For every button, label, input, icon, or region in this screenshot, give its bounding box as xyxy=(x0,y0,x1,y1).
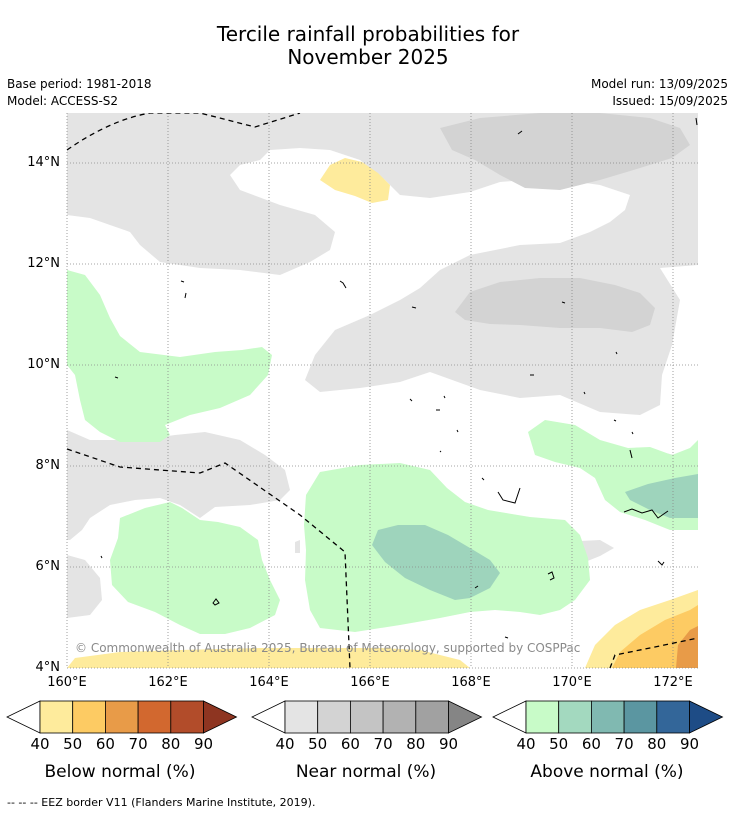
probability-fields xyxy=(67,113,698,668)
near-normal-darker-north xyxy=(440,113,690,190)
colorbar-segment xyxy=(623,700,658,734)
near-normal-region-north xyxy=(67,113,698,415)
lat-label-12n: 12°N xyxy=(27,256,60,271)
colorbar-title-near-normal: Near normal (%) xyxy=(295,762,437,782)
colorbar-tick-label: 60 xyxy=(581,735,601,753)
eez-footnote: -- -- -- EEZ border V11 (Flanders Marine… xyxy=(7,796,316,809)
below-normal-darker-southeast xyxy=(612,605,698,668)
colorbar-near-normal xyxy=(251,700,483,734)
island-outlines xyxy=(100,117,698,639)
above-normal-region-southwest xyxy=(110,502,280,634)
lon-label-168e: 168°E xyxy=(451,675,491,690)
colorbar-segment xyxy=(105,700,139,734)
colorbar-tick-label: 80 xyxy=(161,735,181,753)
colorbar-tick-label: 40 xyxy=(516,735,536,753)
below-normal-darkest-southeast xyxy=(676,626,698,668)
colorbar-above-normal xyxy=(492,700,724,734)
colorbar-tick-label: 60 xyxy=(340,735,360,753)
chart-title-line1: Tercile rainfall probabilities for xyxy=(216,22,520,46)
colorbar-segment xyxy=(382,700,417,734)
colorbar-tick-label: 40 xyxy=(275,735,295,753)
colorbar-tick-label: 40 xyxy=(30,735,50,753)
colorbar-overflow-triangle xyxy=(689,700,724,734)
colorbar-segment xyxy=(137,700,172,734)
colorbar-title-below-normal: Below normal (%) xyxy=(44,762,196,782)
colorbar-tick-label: 70 xyxy=(614,735,634,753)
chart-title-line2: November 2025 xyxy=(287,45,449,69)
lat-label-6n: 6°N xyxy=(35,559,61,574)
near-normal-region-west xyxy=(67,430,290,540)
colorbar-tick-label: 50 xyxy=(308,735,328,753)
colorbar-underflow-triangle xyxy=(251,700,286,734)
colorbar-segment xyxy=(317,700,351,734)
above-normal-darker-central xyxy=(372,525,500,600)
eez-borders xyxy=(67,113,698,668)
colorbar-tick-label: 60 xyxy=(95,735,115,753)
colorbar-tick-label: 50 xyxy=(549,735,569,753)
colorbar-tick-label: 90 xyxy=(438,735,459,753)
colorbar-segment xyxy=(525,700,560,734)
colorbar-tick-label: 70 xyxy=(373,735,393,753)
above-normal-region-west xyxy=(67,270,272,442)
colorbar-segment xyxy=(170,700,204,734)
colorbar-tick-label: 50 xyxy=(63,735,83,753)
colorbar-segment xyxy=(349,700,384,734)
lon-label-172e: 172°E xyxy=(653,675,693,690)
colorbar-underflow-triangle xyxy=(492,700,527,734)
colorbar-tick-label: 80 xyxy=(647,735,667,753)
model-name: Model: ACCESS-S2 xyxy=(7,94,119,108)
colorbar-overflow-triangle xyxy=(203,700,238,734)
colorbar-tick-label: 80 xyxy=(406,735,426,753)
base-period: Base period: 1981-2018 xyxy=(7,77,152,91)
colorbar-title-above-normal: Above normal (%) xyxy=(530,762,684,782)
copyright-notice: © Commonwealth of Australia 2025, Bureau… xyxy=(75,641,581,655)
lon-label-166e: 166°E xyxy=(350,675,390,690)
model-run: Model run: 13/09/2025 xyxy=(590,77,728,91)
colorbar-segment xyxy=(415,700,449,734)
lat-label-14n: 14°N xyxy=(27,155,60,170)
lon-label-162e: 162°E xyxy=(148,675,188,690)
colorbar-overflow-triangle xyxy=(448,700,483,734)
near-normal-darker-central xyxy=(455,278,655,332)
below-normal-region-north xyxy=(320,158,390,203)
near-normal-region-southwest xyxy=(67,555,102,618)
lat-label-8n: 8°N xyxy=(35,458,61,473)
colorbar-segment xyxy=(39,700,74,734)
lon-label-164e: 164°E xyxy=(249,675,289,690)
colorbar-segment xyxy=(656,700,690,734)
colorbar-underflow-triangle xyxy=(6,700,41,734)
colorbar-tick-label: 70 xyxy=(128,735,148,753)
colorbar-tick-label: 90 xyxy=(679,735,700,753)
colorbar-below-normal xyxy=(6,700,238,734)
colorbar-segment xyxy=(558,700,592,734)
lon-label-160e: 160°E xyxy=(47,675,87,690)
colorbar-segment xyxy=(72,700,106,734)
lon-label-170e: 170°E xyxy=(552,675,592,690)
near-normal-region-patch xyxy=(295,540,300,553)
lat-label-4n: 4°N xyxy=(35,660,61,675)
map-gridlines xyxy=(66,113,698,669)
issued-date: Issued: 15/09/2025 xyxy=(612,94,728,108)
above-normal-darker-east xyxy=(625,474,698,518)
lat-label-10n: 10°N xyxy=(27,357,60,372)
colorbar-tick-label: 90 xyxy=(193,735,214,753)
colorbars xyxy=(6,700,724,734)
colorbar-segment xyxy=(591,700,625,734)
colorbar-segment xyxy=(284,700,319,734)
